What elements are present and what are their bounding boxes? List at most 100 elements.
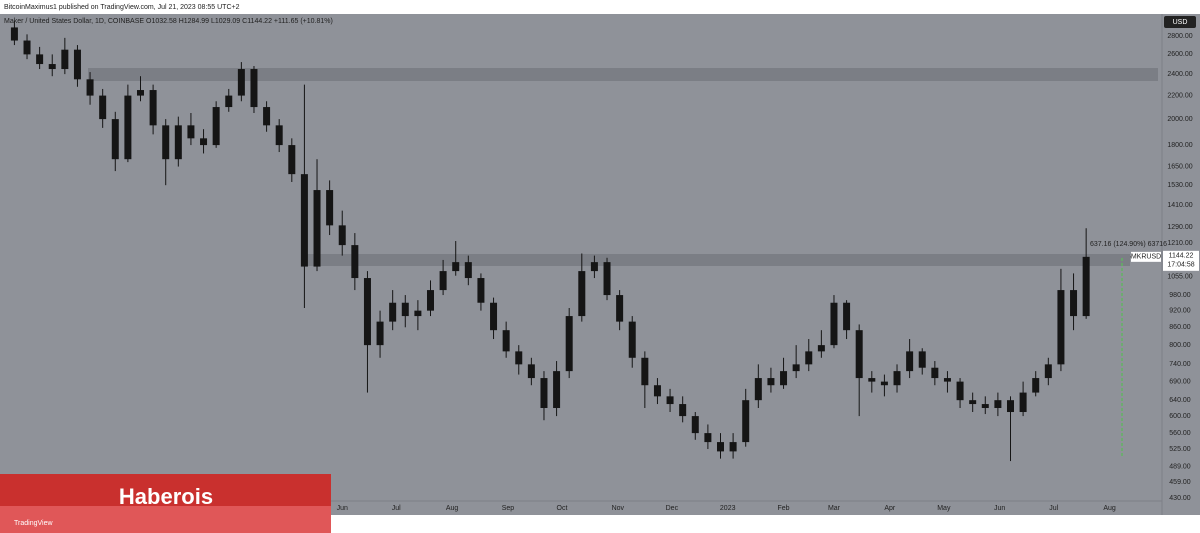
x-tick-label: Nov: [612, 505, 625, 512]
candle-body: [981, 404, 989, 409]
candle-body: [124, 95, 132, 160]
price-tag: [1163, 250, 1199, 271]
currency-badge: [1164, 16, 1196, 28]
candle-body: [263, 107, 271, 126]
candle-body: [401, 302, 409, 317]
candle-body: [1044, 364, 1052, 379]
y-tick-label: 1410.00: [1167, 202, 1192, 209]
candle-body: [653, 385, 661, 397]
candle-body: [376, 321, 384, 346]
y-tick-label: 430.00: [1169, 495, 1191, 502]
candle-body: [174, 125, 182, 160]
candle-body: [616, 295, 624, 322]
symbol-tag: [1131, 251, 1161, 262]
candle-body: [515, 351, 523, 365]
candle-body: [414, 310, 422, 317]
candle-body: [10, 27, 18, 41]
candle-body: [23, 40, 31, 55]
publisher: BitcoinMaximus1 published on TradingView…: [4, 4, 240, 11]
candle-body: [237, 69, 245, 96]
y-tick-label: 740.00: [1169, 361, 1191, 368]
candle-body: [969, 400, 977, 405]
measure-label: 637.16 (124.90%) 63716: [1090, 241, 1167, 248]
candle-body: [855, 330, 863, 379]
candle-body: [162, 125, 170, 160]
x-tick-label: Dec: [666, 505, 679, 512]
y-tick-label: 980.00: [1169, 292, 1191, 299]
candle-body: [527, 364, 535, 379]
x-tick-label: 2023: [720, 505, 736, 512]
candle-body: [326, 190, 334, 226]
candle-body: [200, 138, 208, 146]
candle-body: [149, 90, 157, 126]
x-tick-label: Jun: [337, 505, 348, 512]
x-tick-label: Aug: [446, 505, 459, 512]
x-tick-label: Oct: [557, 505, 568, 512]
countdown-text: 17:04:58: [1167, 262, 1194, 269]
candle-body: [956, 381, 964, 401]
y-tick-label: 860.00: [1169, 324, 1191, 331]
candle-body: [86, 79, 94, 96]
price-tag-text: 1144.22: [1169, 253, 1194, 260]
candle-body: [225, 95, 233, 108]
candle-body: [1070, 290, 1078, 317]
candle-body: [464, 262, 472, 279]
y-tick-label: 2200.00: [1167, 92, 1192, 99]
candle-body: [679, 404, 687, 417]
candle-body: [477, 278, 485, 303]
y-tick-label: 1530.00: [1167, 182, 1192, 189]
x-tick-label: May: [937, 505, 951, 512]
candle-body: [565, 316, 573, 372]
candle-body: [590, 262, 598, 272]
x-tick-label: Aug: [1103, 505, 1116, 512]
y-tick-label: 2600.00: [1167, 51, 1192, 58]
candle-body: [1019, 392, 1027, 413]
resistance-zone: [88, 68, 1158, 81]
watermark-box: [0, 474, 331, 506]
candle-body: [603, 262, 611, 296]
x-tick-label: Apr: [884, 505, 896, 512]
candle-body: [212, 107, 220, 146]
candle-body: [540, 378, 548, 409]
candle-body: [716, 442, 724, 452]
y-tick-label: 1800.00: [1167, 142, 1192, 149]
candle-body: [868, 378, 876, 382]
candle-body: [338, 225, 346, 246]
candle-body: [906, 351, 914, 372]
y-tick-label: 2800.00: [1167, 33, 1192, 40]
y-tick-label: 1290.00: [1167, 224, 1192, 231]
candle-body: [48, 64, 56, 70]
candle-body: [666, 396, 674, 405]
y-tick-label: 800.00: [1169, 342, 1191, 349]
candle-body: [918, 351, 926, 368]
candle-body: [628, 321, 636, 358]
y-tick-label: 1210.00: [1167, 240, 1192, 247]
candle-body: [931, 367, 939, 379]
candle-body: [553, 371, 561, 409]
candle-body: [691, 416, 699, 434]
resistance-zone: [306, 254, 1130, 266]
candle-body: [389, 302, 397, 322]
candle-body: [136, 90, 144, 96]
x-tick-label: Mar: [828, 505, 841, 512]
candle-body: [704, 433, 712, 443]
y-tick-label: 640.00: [1169, 397, 1191, 404]
candle-body: [641, 357, 649, 386]
y-tick-label: 2000.00: [1167, 116, 1192, 123]
y-tick-label: 489.00: [1169, 463, 1191, 470]
candle-body: [729, 442, 737, 452]
y-tick-label: 459.00: [1169, 479, 1191, 486]
y-tick-label: 690.00: [1169, 378, 1191, 385]
candle-body: [742, 400, 750, 443]
x-tick-label: Jul: [392, 505, 401, 512]
candle-body: [363, 278, 371, 346]
candle-body: [754, 378, 762, 401]
candle-body: [439, 271, 447, 291]
candle-body: [1057, 290, 1065, 365]
candle-body: [36, 54, 44, 65]
x-tick-label: Sep: [502, 505, 515, 512]
candle-body: [817, 345, 825, 352]
candle-body: [490, 302, 498, 331]
candle-body: [300, 174, 308, 267]
